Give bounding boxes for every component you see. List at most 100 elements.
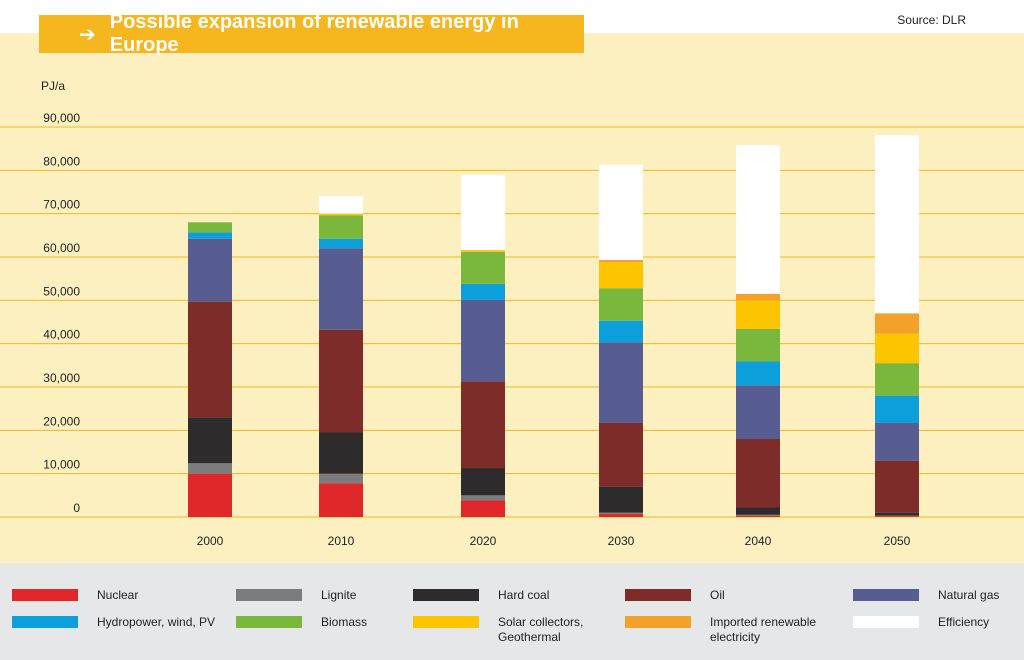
bar-segment	[736, 515, 780, 517]
bar-segment	[599, 320, 643, 343]
plot-background	[0, 33, 1024, 563]
legend-item: Biomass	[236, 615, 441, 630]
bar-segment	[875, 460, 919, 513]
legend-swatch	[625, 616, 691, 628]
bar-segment	[188, 417, 232, 464]
legend: Nuclear Lignite Hard coal Oil Natural gas Hyd…	[0, 563, 1024, 660]
y-tick-label: 80,000	[43, 154, 80, 168]
legend-item: Imported renewable electricity	[625, 615, 830, 645]
bar-segment	[736, 385, 780, 439]
x-tick-label: 2050	[884, 534, 911, 548]
legend-item: Lignite	[236, 588, 441, 603]
y-tick-label: 40,000	[43, 328, 80, 342]
title-banner: ➔ Possible expansion of renewable energy…	[39, 11, 584, 56]
bar-segment	[188, 238, 232, 302]
bar-segment	[875, 333, 919, 364]
bar-segment	[188, 222, 232, 233]
legend-label: Solar collectors, Geothermal	[498, 615, 584, 644]
legend-swatch	[413, 589, 479, 601]
bar-segment	[599, 513, 643, 517]
bar-segment	[599, 512, 643, 514]
bar-segment	[736, 514, 780, 516]
legend-swatch	[413, 616, 479, 628]
bar-segment	[736, 293, 780, 301]
x-tick-labels: 2000 2010 2020 2030 2040 2050	[197, 534, 911, 548]
bar-segment	[188, 232, 232, 239]
legend-label: Hydropower, wind, PV	[97, 615, 216, 629]
arrow-icon: ➔	[79, 23, 96, 46]
legend-item: Oil	[625, 588, 830, 603]
bar-segment	[599, 486, 643, 513]
bar-segment	[461, 495, 505, 501]
bar-segment	[188, 463, 232, 474]
bar-segment	[461, 250, 505, 252]
bar-segment	[599, 260, 643, 263]
legend-swatch	[12, 616, 78, 628]
legend-item: Solar collectors, Geothermal	[413, 615, 618, 645]
bar-segment	[461, 283, 505, 300]
legend-label: Imported renewable electricity	[710, 615, 817, 644]
legend-label: Natural gas	[938, 588, 1000, 602]
bar-segment	[319, 238, 363, 249]
bar-segment	[736, 328, 780, 362]
bar-segment	[319, 473, 363, 484]
legend-swatch	[236, 589, 302, 601]
y-tick-label: 70,000	[43, 198, 80, 212]
source-label: Source: DLR	[897, 13, 966, 27]
bar-segment	[599, 422, 643, 487]
chart-title: Possible expansion of renewable energy i…	[109, 11, 519, 56]
x-tick-label: 2030	[608, 534, 635, 548]
bar-segment	[599, 262, 643, 289]
x-tick-label: 2020	[470, 534, 497, 548]
legend-label: Hard coal	[498, 588, 550, 602]
bar-segment	[875, 422, 919, 461]
legend-item: Hard coal	[413, 588, 618, 603]
bars	[188, 135, 919, 517]
y-tick-label: 20,000	[43, 414, 80, 428]
bar-segment	[319, 215, 363, 239]
bar-segment	[461, 299, 505, 382]
bar-segment	[875, 512, 919, 516]
bar-segment	[319, 248, 363, 330]
bar-segment	[875, 363, 919, 396]
legend-swatch	[12, 589, 78, 601]
legend-label: Lignite	[321, 588, 357, 602]
legend-swatch	[236, 616, 302, 628]
bar-segment	[736, 145, 780, 294]
bar-segment	[461, 381, 505, 469]
bar-segment	[599, 164, 643, 261]
legend-item: Hydropower, wind, PV	[12, 615, 217, 630]
bar-segment	[319, 213, 363, 216]
stacked-bar-chart: PJ/a 0 10,000 20,000 30,000 40,000 50,000 60,0…	[0, 79, 1024, 548]
legend-item: Nuclear	[12, 588, 217, 603]
bar-segment	[188, 473, 232, 517]
bar-segment	[875, 313, 919, 334]
y-axis-label: PJ/a	[41, 79, 65, 93]
bar-segment	[875, 395, 919, 423]
bar-segment	[461, 500, 505, 517]
legend-label: Nuclear	[97, 588, 139, 602]
y-tick-label: 0	[73, 501, 80, 515]
bar-segment	[875, 516, 919, 517]
y-tick-label: 60,000	[43, 241, 80, 255]
bar-segment	[461, 174, 505, 251]
legend-label: Biomass	[321, 615, 368, 629]
y-tick-label: 50,000	[43, 284, 80, 298]
bar-segment	[736, 300, 780, 329]
bar-segment	[188, 301, 232, 418]
bar-segment	[319, 483, 363, 517]
legend-label: Oil	[710, 588, 725, 602]
y-tick-label: 30,000	[43, 371, 80, 385]
x-tick-label: 2010	[328, 534, 355, 548]
y-tick-label: 90,000	[43, 111, 80, 125]
bar-segment	[319, 195, 363, 214]
y-tick-label: 10,000	[43, 458, 80, 472]
y-tick-labels: 0 10,000 20,000 30,000 40,000 50,000 60,000 70,…	[43, 111, 80, 515]
bar-segment	[461, 251, 505, 284]
bar-segment	[875, 135, 919, 314]
x-tick-label: 2040	[745, 534, 772, 548]
legend-swatch	[853, 589, 919, 601]
x-tick-label: 2000	[197, 534, 224, 548]
bar-segment	[736, 361, 780, 386]
bar-segment	[461, 468, 505, 496]
